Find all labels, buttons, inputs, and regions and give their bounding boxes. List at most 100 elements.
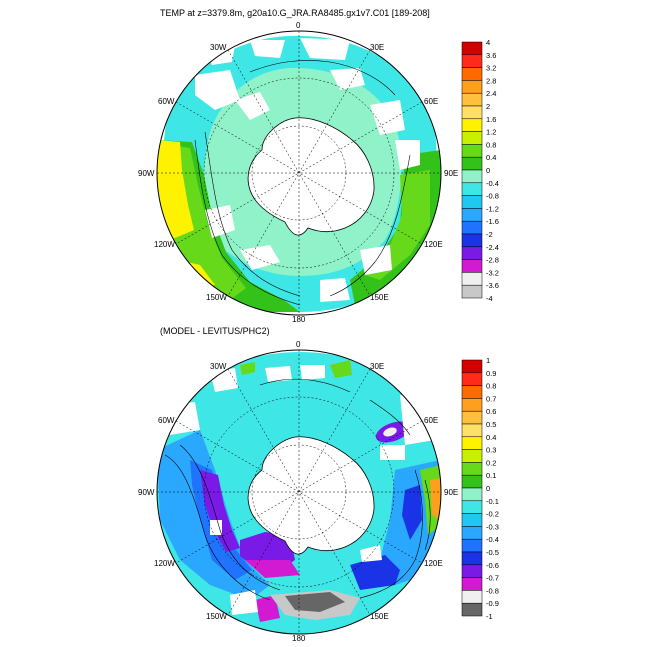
bottom-colorbar-label: -0.8 [486,586,499,595]
bottom-orange-east [430,478,441,520]
bottom-antarctica [247,436,375,555]
top-colorbar-label: 4 [486,38,490,47]
bottom-colorbar-label: 0.6 [486,407,496,416]
bottom-colorbar-label: -0.7 [486,574,499,583]
bottom-colorbar-label: 0.3 [486,446,496,455]
difference-title: (MODEL - LEVITUS/PHC2) [160,326,270,336]
bottom-colorbar-label: -0.2 [486,510,499,519]
bottom-label-90e: 90E [444,488,458,497]
top-label-60w: 60W [158,97,175,106]
top-label-150e: 150E [370,293,389,302]
top-colorbar-swatch [461,92,483,107]
top-graticule [157,31,441,315]
bottom-contours [164,378,431,601]
bottom-colorbar-label: -0.6 [486,561,499,570]
top-label-180: 180 [292,315,306,324]
bottom-colorbar-swatch [461,436,483,450]
bottom-white-patches [165,365,435,615]
top-colorbar-swatch [461,272,483,286]
bottom-label-60e: 60E [424,416,438,425]
bottom-colorbar-swatch [461,462,483,476]
bottom-colorbar-swatch [461,590,483,604]
bottom-label-90w: 90W [138,488,155,497]
bottom-map-labels: 0 30W 30E 60W 60E 90W 90E 120W 120E 150W… [138,340,458,643]
top-colorbar-swatch [461,182,483,196]
top-label-60e: 60E [424,97,438,106]
bottom-colorbar-swatch [461,602,483,617]
bottom-colorbar-label: 0.4 [486,433,496,442]
top-colorbar-swatch [461,131,483,145]
bottom-pink-blob-60e [383,427,397,437]
bottom-colorbar-swatch [461,564,483,578]
top-label-120e: 120E [424,240,443,249]
bottom-colorbar-swatch [461,500,483,514]
top-colorbar-swatch [461,259,483,273]
bottom-colorbar-swatch [461,398,483,412]
bottom-label-150e: 150E [370,612,389,621]
bottom-label-60w: 60W [158,416,175,425]
top-colorbar-label: 3.2 [486,64,496,73]
bottom-colorbar-label: -0.5 [486,548,499,557]
top-colorbar-swatch [461,105,483,120]
bottom-colorbar-label: 0.7 [486,394,496,403]
top-lightgreen-west [170,145,246,300]
top-polar-map [156,30,442,316]
bottom-colorbar-swatch [461,449,483,463]
bottom-label-180: 180 [292,634,306,643]
top-colorbar-label: 2.4 [486,89,496,98]
top-map-labels: 0 30W 30E 60W 60E 90W 90E 120W 120E 150W… [138,21,458,324]
bottom-colorbar-swatch [461,359,483,374]
top-colorbar-swatch [461,80,483,94]
top-colorbar-swatch [461,208,483,222]
bottom-colorbar-swatch [461,474,483,489]
top-colorbar-swatches [461,41,483,299]
bottom-polar-map [156,349,442,635]
top-contours [194,60,411,306]
top-colorbar-swatch [461,67,483,81]
bottom-label-30w: 30W [210,362,227,371]
top-colorbar-label: 1.6 [486,115,496,124]
top-colorbar-swatch [461,195,483,209]
top-colorbar-swatch [461,118,483,132]
bottom-darkblue-east [350,485,422,590]
bottom-colorbar-label: 1 [486,356,490,365]
bottom-colorbar-label: -0.4 [486,535,499,544]
top-label-30w: 30W [210,43,227,52]
top-colorbar-label: 2.8 [486,76,496,85]
bottom-colorbar-label: 0.9 [486,369,496,378]
bottom-colorbar-swatch [461,538,483,553]
top-colorbar-label: -3.6 [486,281,499,290]
bottom-colorbar-label: -0.1 [486,497,499,506]
top-colorbar-label: -2.8 [486,256,499,265]
bottom-colorbar-swatch [461,526,483,540]
bottom-colorbar-swatch [461,551,483,566]
bottom-magenta-south [245,560,300,622]
top-colorbar-label: -0.8 [486,192,499,201]
bottom-label-150w: 150W [206,612,227,621]
bottom-colorbar-label: -0.9 [486,599,499,608]
bottom-colorbar-label: 0.1 [486,471,496,480]
top-label-120w: 120W [154,240,175,249]
top-colorbar-swatch [461,169,483,184]
top-colorbar-swatch [461,54,483,68]
bottom-colorbar-label: -1 [486,612,493,621]
bottom-label-0: 0 [296,340,301,349]
bottom-colorbar-swatch [461,487,483,502]
top-colorbar-swatch [461,41,483,56]
top-colorbar-label: 0 [486,166,490,175]
top-yellow-west [157,140,194,238]
top-lightgreen-east [365,170,430,280]
top-colorbar-label: 2 [486,102,490,111]
top-colorbar-label: -2.4 [486,243,499,252]
bottom-colorbar-swatch [461,423,483,438]
top-label-0: 0 [296,21,301,30]
bottom-label-30e: 30E [370,362,384,371]
top-label-90e: 90E [444,169,458,178]
bottom-colorbar-swatches [461,359,483,617]
bottom-darkgrey-south [285,592,345,612]
bottom-label-120e: 120E [424,559,443,568]
top-colorbar-label: 3.6 [486,51,496,60]
top-colorbar-swatch [461,284,483,299]
bottom-colorbar-label: 0 [486,484,490,493]
